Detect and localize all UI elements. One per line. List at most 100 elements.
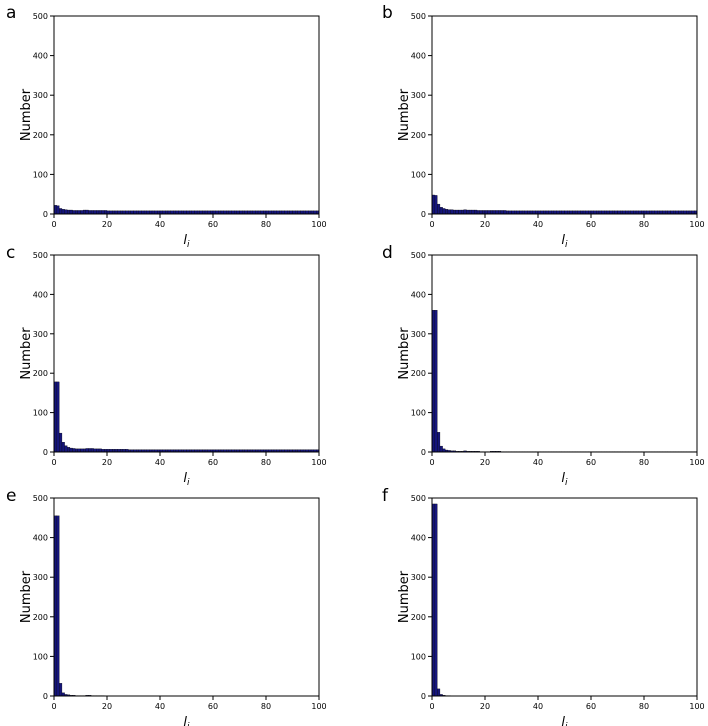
x-tick-label: 40 [155, 702, 165, 711]
y-axis-label: Number [19, 327, 34, 380]
bar [83, 209, 86, 215]
bar [484, 210, 488, 215]
bars [53, 515, 105, 697]
bar [453, 209, 457, 215]
bar [56, 515, 60, 697]
bar [72, 210, 76, 215]
bar [463, 209, 467, 215]
bar [434, 503, 438, 697]
panel-e: e 0 100 200 300 400 500 0 20 40 60 80 100 Number li [6, 486, 327, 726]
x-axis-label: li [183, 471, 190, 488]
x-tick-label: 60 [208, 220, 218, 229]
y-tick-label: 500 [411, 12, 426, 21]
panel-b: b 0 100 200 300 400 500 0 20 40 60 80 100 Number li [382, 3, 705, 250]
bar [437, 688, 441, 697]
bar [56, 205, 60, 215]
x-tick-label: 0 [429, 220, 434, 229]
bar [450, 209, 454, 215]
x-axis-label: li [183, 715, 190, 726]
x-tick-label: 20 [102, 702, 112, 711]
bar [96, 210, 100, 215]
x-tick-label: 0 [51, 702, 56, 711]
panel-f: f 0 100 200 300 400 500 0 20 40 60 80 100 Number li [382, 486, 705, 726]
axes-frame [53, 15, 320, 215]
bar [101, 210, 105, 215]
y-axis-label: Number [397, 570, 412, 623]
y-tick-label: 500 [33, 494, 48, 503]
y-tick-label: 100 [411, 409, 426, 418]
y-tick-label: 500 [33, 251, 48, 260]
y-tick-label: 500 [411, 494, 426, 503]
bar [439, 207, 443, 215]
bar [93, 210, 97, 215]
x-tick-label: 100 [689, 220, 704, 229]
bar [88, 210, 92, 215]
bar [468, 209, 472, 215]
y-tick-label: 200 [33, 369, 48, 378]
bar [490, 210, 494, 215]
bars [431, 503, 451, 697]
bar [445, 209, 449, 215]
bar [498, 210, 502, 215]
bar [80, 210, 84, 215]
panel-c: c 0 100 200 300 400 500 0 20 40 60 80 100 Number li [6, 243, 327, 488]
y-tick-label: 100 [33, 409, 48, 418]
x-tick-label: 80 [261, 220, 271, 229]
x-tick-label: 0 [51, 220, 56, 229]
x-tick-label: 80 [639, 702, 649, 711]
y-tick-label: 400 [33, 534, 48, 543]
bar [434, 195, 438, 215]
bar [474, 209, 478, 215]
x-tick-label: 80 [261, 458, 271, 467]
bar [69, 447, 73, 453]
bars [431, 310, 698, 453]
y-axis-label: Number [397, 327, 412, 380]
y-tick-label: 100 [33, 170, 48, 179]
x-tick-label: 60 [586, 458, 596, 467]
x-axis-label: li [561, 471, 568, 488]
y-axis-label: Number [397, 88, 412, 141]
bar [476, 210, 480, 215]
y-tick-label: 300 [33, 330, 48, 339]
bar [98, 210, 102, 215]
bar [67, 209, 71, 215]
bar [77, 210, 81, 215]
y-tick-label: 0 [421, 448, 426, 457]
panel-letter: b [382, 3, 393, 23]
panel-d: d 0 100 200 300 400 500 0 20 40 60 80 100 Number li [382, 243, 705, 488]
x-tick-label: 40 [155, 220, 165, 229]
panel-letter: c [6, 243, 15, 263]
x-tick-label: 100 [311, 220, 326, 229]
panel-letter: a [6, 3, 16, 23]
bar [492, 210, 496, 215]
x-tick-label: 20 [102, 458, 112, 467]
x-tick-label: 60 [586, 702, 596, 711]
bar [104, 210, 108, 215]
x-tick-label: 60 [208, 702, 218, 711]
y-tick-label: 400 [411, 290, 426, 299]
y-tick-label: 300 [411, 330, 426, 339]
x-tick-label: 20 [480, 220, 490, 229]
y-tick-label: 0 [43, 692, 48, 701]
y-tick-label: 100 [411, 170, 426, 179]
bar [437, 432, 441, 453]
bar [72, 448, 76, 453]
x-tick-label: 40 [533, 458, 543, 467]
y-tick-label: 300 [33, 573, 48, 582]
x-tick-label: 60 [208, 458, 218, 467]
bars [53, 381, 320, 453]
x-tick-label: 100 [689, 458, 704, 467]
y-tick-label: 400 [33, 52, 48, 61]
y-tick-label: 200 [411, 613, 426, 622]
x-axis-label: li [561, 715, 568, 726]
axes-frame [431, 254, 698, 453]
x-tick-label: 40 [533, 220, 543, 229]
axes-frame [431, 15, 698, 215]
bar [75, 210, 78, 215]
x-tick-label: 60 [586, 220, 596, 229]
y-tick-label: 500 [411, 251, 426, 260]
y-tick-label: 100 [411, 652, 426, 661]
bar [455, 209, 459, 215]
y-tick-label: 400 [411, 534, 426, 543]
x-tick-label: 20 [102, 220, 112, 229]
